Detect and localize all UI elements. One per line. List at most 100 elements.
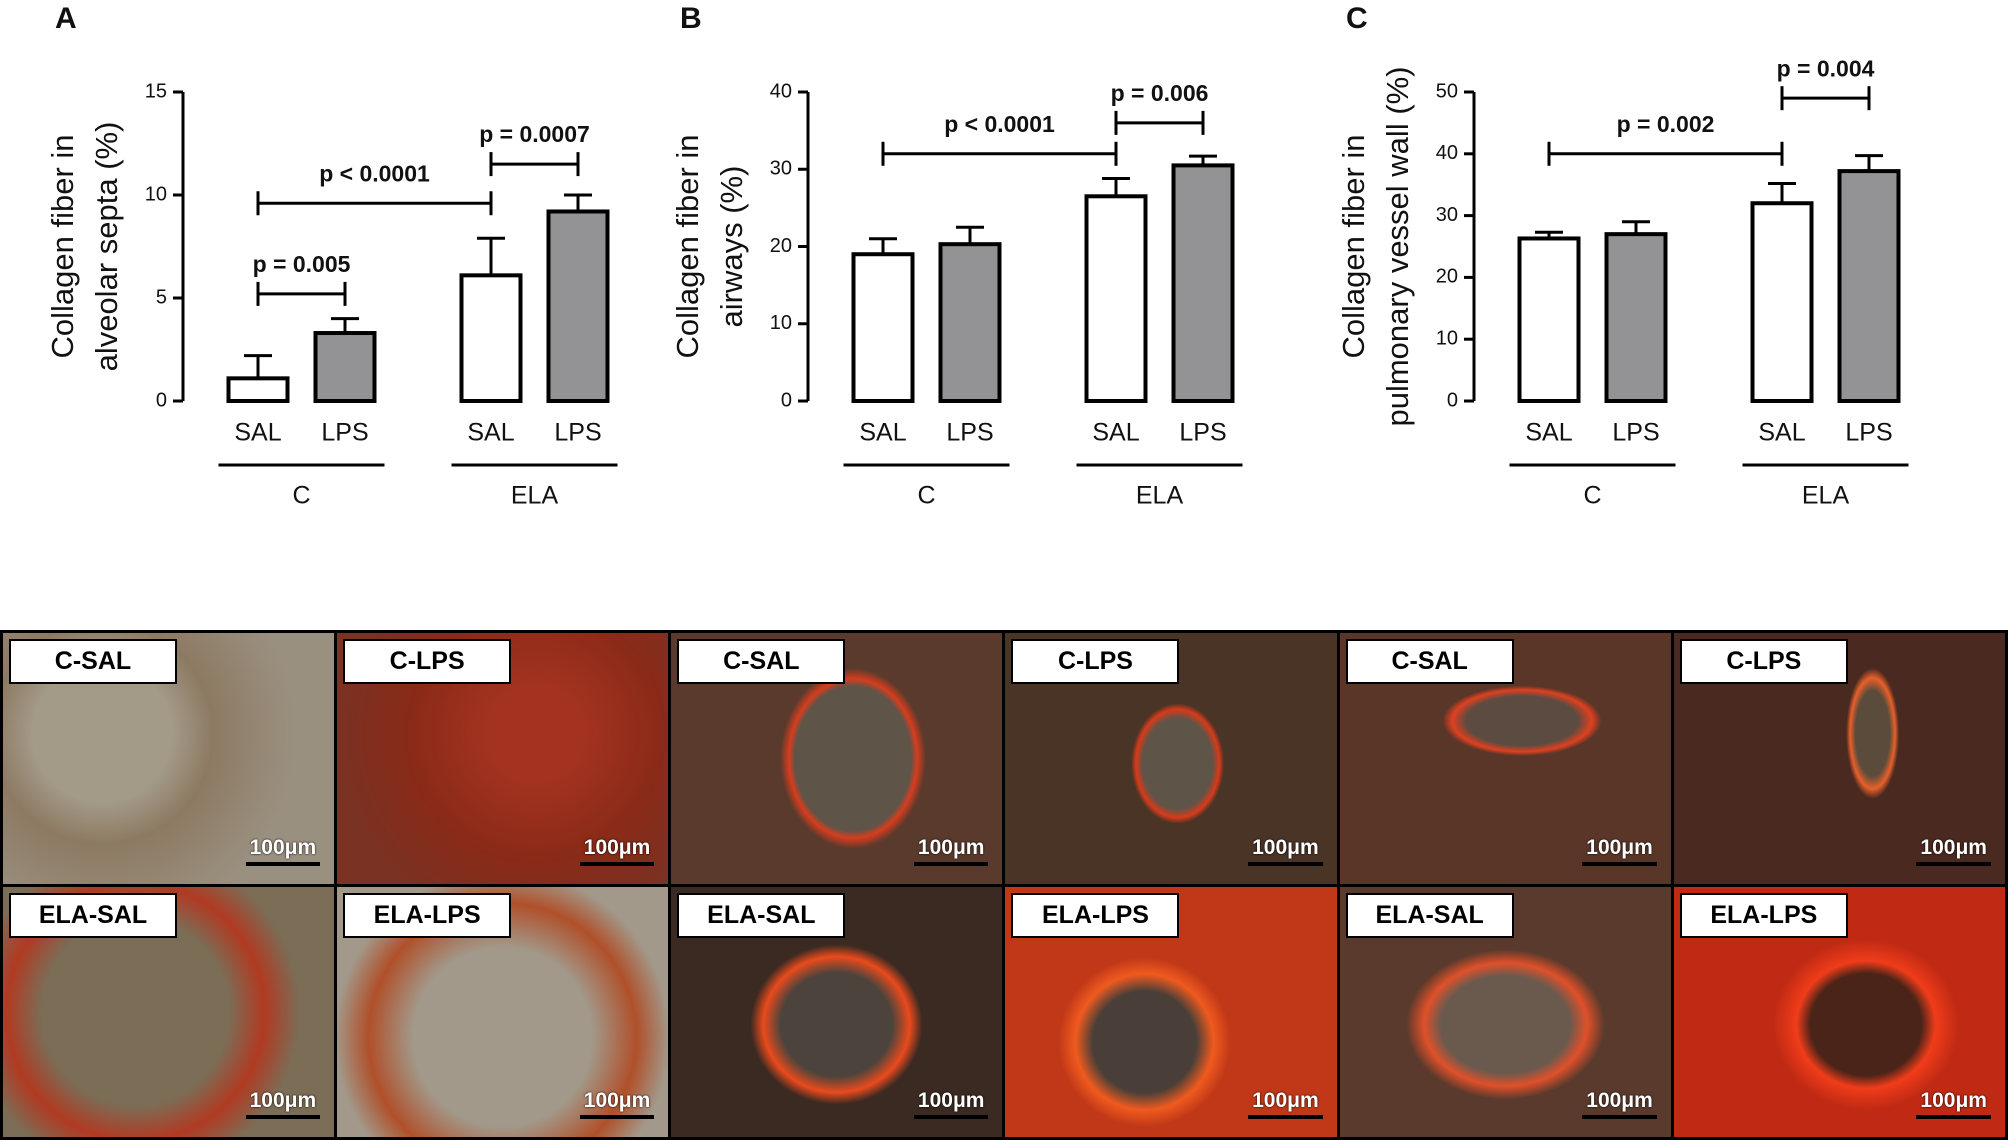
x-tick-label: LPS [1179,419,1226,447]
y-tick-label: 0 [156,389,167,411]
x-tick-label: SAL [234,419,281,447]
group-label: ELA [511,482,559,510]
micrograph: ELA-SAL 100μm [1339,886,1671,1137]
y-tick-label: 15 [145,80,167,102]
bar [851,252,915,403]
micrograph: C-LPS 100μm [1673,633,2005,884]
p-value: p < 0.0001 [319,160,430,186]
micrograph: ELA-LPS 100μm [337,886,669,1137]
micrograph-label: ELA-SAL [677,892,846,938]
micrograph: C-LPS 100μm [337,633,669,884]
y-axis-label: Collagen fiber in [670,134,705,358]
bar [1750,201,1814,403]
y-tick-label: 0 [1447,389,1458,411]
micrograph: ELA-SAL 100μm [3,886,335,1137]
x-tick-label: LPS [321,419,368,447]
x-tick-label: LPS [1612,419,1659,447]
scale-bar: 100μm [245,1089,321,1119]
bar [1517,236,1581,403]
scale-bar: 100μm [579,836,655,866]
p-value: p = 0.002 [1617,111,1715,137]
bar [459,273,523,403]
group-label: C [292,482,310,510]
p-value: p = 0.006 [1111,80,1209,106]
bar [546,209,610,403]
micrograph-label: C-SAL [677,639,846,684]
group-label: ELA [1802,482,1850,510]
micrograph: ELA-SAL 100μm [671,886,1003,1137]
y-axis-label: alveolar septa (%) [89,122,124,372]
y-tick-label: 40 [770,80,792,102]
y-tick-label: 20 [770,235,792,257]
group-label: ELA [1136,482,1184,510]
micrograph-label: C-LPS [1011,639,1180,684]
bar [1084,194,1148,403]
micrograph-label: ELA-LPS [343,892,512,938]
x-tick-label: SAL [1525,419,1572,447]
y-tick-label: 5 [156,286,167,308]
p-value: p = 0.005 [253,251,351,277]
micrograph-label: C-SAL [9,639,177,684]
x-tick-label: LPS [946,419,993,447]
y-axis-label: airways (%) [714,166,749,328]
y-axis-label: Collagen fiber in [1336,134,1371,358]
scale-bar: 100μm [579,1089,655,1119]
scale-bar: 100μm [913,836,989,866]
micrograph-label: ELA-SAL [9,892,177,938]
micrograph-label: C-SAL [1345,639,1514,684]
p-value: p = 0.0007 [479,121,590,147]
y-tick-label: 10 [1436,327,1458,349]
micrograph-label: ELA-SAL [1345,892,1514,938]
y-tick-label: 20 [1436,266,1458,288]
panel-letter: B [680,2,702,35]
scale-bar: 100μm [913,1089,989,1119]
micrograph-label: ELA-LPS [1011,892,1180,938]
x-tick-label: LPS [1845,419,1892,447]
bar [1171,163,1235,403]
micrograph: C-SAL 100μm [1339,633,1671,884]
y-tick-label: 50 [1436,80,1458,102]
scale-bar: 100μm [1248,1089,1323,1119]
x-tick-label: SAL [859,419,906,447]
y-tick-label: 10 [145,183,167,205]
y-tick-label: 30 [1436,204,1458,226]
micrograph-label: C-LPS [1679,639,1848,684]
scale-bar: 100μm [1248,836,1323,866]
scale-bar: 100μm [245,836,321,866]
y-tick-label: 10 [770,312,792,334]
y-tick-label: 30 [770,158,792,180]
micrograph-grid: C-SAL 100μm C-LPS 100μm C-SAL 100μm C-LPS 100μm… [0,630,2008,1140]
micrograph: C-LPS 100μm [1005,633,1337,884]
micrograph: ELA-LPS 100μm [1673,886,2005,1137]
micrograph-label: C-LPS [343,639,512,684]
x-tick-label: SAL [467,419,514,447]
group-label: C [1583,482,1601,510]
scale-bar: 100μm [1582,836,1657,866]
group-label: C [917,482,935,510]
y-tick-label: 40 [1436,142,1458,164]
panel-letter: C [1346,2,1368,35]
bar [313,331,377,403]
bar [1837,169,1901,403]
bar [226,376,290,403]
micrograph: ELA-LPS 100μm [1005,886,1337,1137]
x-tick-label: SAL [1092,419,1139,447]
p-value: p = 0.004 [1777,55,1875,81]
micrograph: C-SAL 100μm [3,633,335,884]
y-axis-label: Collagen fiber in [45,134,80,358]
x-tick-label: SAL [1758,419,1805,447]
panel-letter: A [55,2,77,35]
micrograph-label: ELA-LPS [1679,892,1848,938]
p-value: p < 0.0001 [944,111,1055,137]
scale-bar: 100μm [1582,1089,1657,1119]
y-tick-label: 0 [781,389,792,411]
micrograph: C-SAL 100μm [671,633,1003,884]
bar [938,242,1002,403]
scale-bar: 100μm [1916,1089,1991,1119]
x-tick-label: LPS [554,419,601,447]
bar [1604,232,1668,403]
charts: A Collagen fiber in alveolar septa (%) 0 5 10… [45,2,1909,510]
scale-bar: 100μm [1916,836,1991,866]
y-axis-label: pulmonary vessel wall (%) [1380,66,1415,426]
